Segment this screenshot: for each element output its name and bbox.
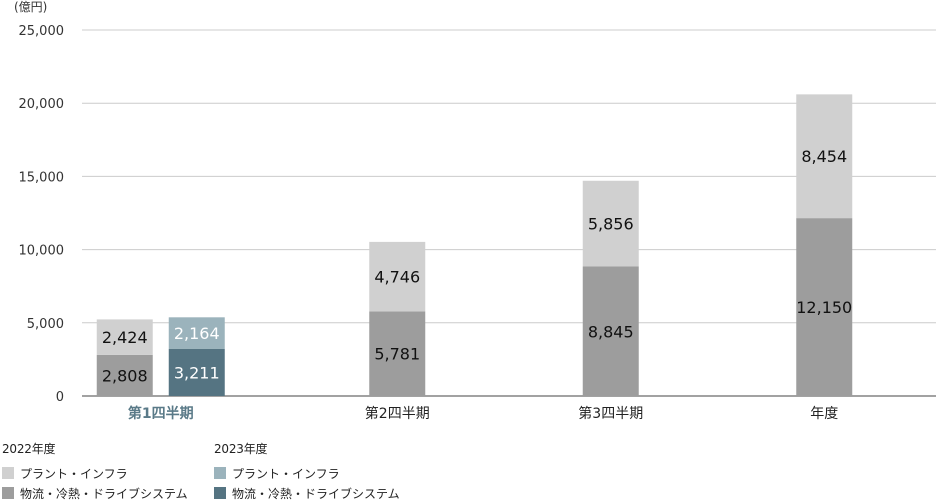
bar-value-label: 3,211 xyxy=(174,363,220,382)
bar-value-label: 12,150 xyxy=(796,298,852,317)
bar-segment xyxy=(96,354,153,396)
legend-swatch xyxy=(2,487,14,499)
bar-segment xyxy=(582,266,639,396)
legend-label: プラント・インフラ xyxy=(232,466,340,481)
y-tick-label: 15,000 xyxy=(19,170,65,185)
bar-value-label: 2,808 xyxy=(102,366,148,385)
bar-segment xyxy=(582,180,639,267)
bar-value-label: 8,454 xyxy=(801,147,847,166)
y-tick-label: 10,000 xyxy=(19,244,65,259)
legend-label: 物流・冷熱・ドライブシステム xyxy=(232,486,400,501)
legend-2023: 2023年度 プラント・インフラ 物流・冷熱・ドライブシステム xyxy=(214,440,400,503)
y-unit-label: (億円) xyxy=(14,0,47,14)
legend-swatch xyxy=(214,467,226,479)
bar-segment xyxy=(796,94,853,219)
bar-segment xyxy=(168,317,225,349)
y-tick-label: 0 xyxy=(56,390,64,405)
bar-value-label: 2,424 xyxy=(102,328,148,347)
bar-segment xyxy=(369,241,426,312)
stacked-bar-chart: (億円) 0 5,000 10,000 15,000 20,000 25,000 2,808 2… xyxy=(14,0,936,422)
bar-value-label: 2,164 xyxy=(174,324,220,343)
legend-2023-item-plant: プラント・インフラ xyxy=(214,463,400,483)
y-tick-label: 25,000 xyxy=(19,24,65,39)
bar-value-label: 5,781 xyxy=(374,345,420,364)
legend-label: 物流・冷熱・ドライブシステム xyxy=(20,486,188,501)
legend-2022-item-logistics: 物流・冷熱・ドライブシステム xyxy=(2,483,188,503)
bar-value-label: 8,845 xyxy=(588,322,634,341)
x-category-label: 第3四半期 xyxy=(578,405,643,422)
x-category-label: 第2四半期 xyxy=(365,405,430,422)
legend-2023-item-logistics: 物流・冷熱・ドライブシステム xyxy=(214,483,400,503)
bar-segment xyxy=(168,348,225,396)
x-category-label: 第1四半期 xyxy=(128,405,194,422)
legend-2022-title: 2022年度 xyxy=(2,442,56,456)
legend-2023-title: 2023年度 xyxy=(214,442,268,456)
bar-segment xyxy=(796,218,853,396)
bar-segment xyxy=(369,311,426,396)
legend-swatch xyxy=(214,487,226,499)
x-category-label: 年度 xyxy=(810,406,838,422)
y-tick-label: 20,000 xyxy=(19,97,65,112)
bar-value-label: 4,746 xyxy=(374,268,420,287)
bar-value-label: 5,856 xyxy=(588,215,634,234)
legend-2022: 2022年度 プラント・インフラ 物流・冷熱・ドライブシステム xyxy=(2,440,188,503)
legend-swatch xyxy=(2,467,14,479)
bar-segment xyxy=(96,319,153,355)
y-tick-label: 5,000 xyxy=(27,317,64,332)
legend-2022-item-plant: プラント・インフラ xyxy=(2,463,188,483)
legend-label: プラント・インフラ xyxy=(20,466,128,481)
